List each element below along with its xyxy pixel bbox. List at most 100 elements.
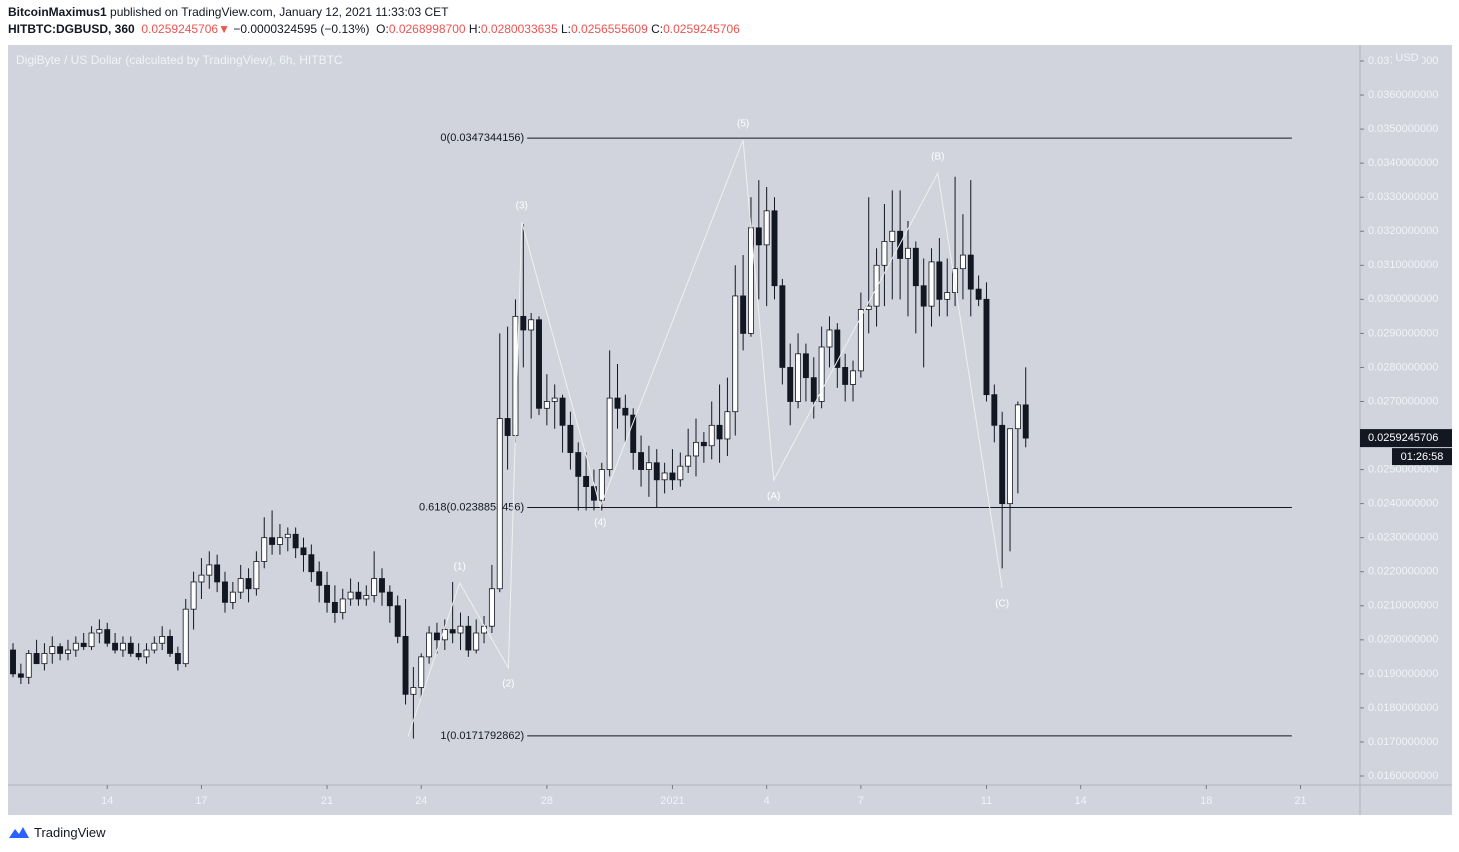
candle-body: [614, 397, 621, 409]
x-tick-label: 14: [101, 795, 113, 807]
candle-body: [959, 254, 966, 270]
y-tick-label: 0.0220000000: [1368, 566, 1438, 578]
candle-body: [119, 642, 126, 651]
candle-body: [449, 629, 456, 634]
candle-body: [88, 632, 95, 648]
x-tick-label: 28: [541, 795, 553, 807]
candle-body: [520, 315, 527, 331]
candle-body: [1014, 404, 1021, 430]
candle-body: [229, 591, 236, 603]
candle-body: [49, 646, 56, 654]
y-tick-label: 0.0320000000: [1368, 225, 1438, 237]
footer: TradingView: [8, 824, 106, 840]
y-tick-label: 0.0230000000: [1368, 532, 1438, 544]
candle-body: [598, 469, 605, 501]
change: −0.0000324595 (−0.13%): [233, 22, 370, 36]
price-tag-label: 0.0259245706: [1368, 432, 1438, 444]
candle-body: [222, 581, 228, 603]
candle-body: [41, 653, 48, 665]
candle-body: [583, 475, 590, 488]
y-tick-label: 0.0280000000: [1368, 361, 1438, 373]
candle-body: [857, 309, 864, 372]
y-tick-label: 0.0250000000: [1368, 463, 1438, 475]
candle-body: [339, 598, 346, 613]
candle-body: [638, 452, 645, 470]
candle-body: [57, 646, 64, 654]
x-tick-label: 24: [415, 795, 427, 807]
countdown: 01:26:58: [1401, 451, 1444, 463]
candle-body: [151, 642, 158, 651]
author: BitcoinMaximus1: [8, 5, 107, 19]
candle-body: [536, 319, 542, 409]
candle-body: [386, 591, 393, 607]
candle-body: [771, 210, 778, 287]
candle-body: [261, 537, 268, 562]
x-tick-label: 11: [981, 795, 992, 807]
brand: TradingView: [34, 824, 106, 840]
y-tick-label: 0.0340000000: [1368, 157, 1438, 169]
candle-body: [881, 241, 888, 266]
candle-body: [952, 268, 959, 293]
x-tick-label: 4: [764, 795, 770, 807]
x-tick-label: 17: [195, 795, 207, 807]
candle-body: [661, 472, 668, 481]
y-tick-label: 0.0330000000: [1368, 191, 1438, 203]
candle-body: [104, 629, 111, 644]
currency-box: [1392, 50, 1422, 66]
candle-body: [889, 230, 896, 242]
candle-body: [80, 642, 87, 648]
x-tick-label: 21: [321, 795, 333, 807]
countdown-box: [1392, 448, 1452, 466]
candle-body: [724, 411, 731, 440]
fib-label: 0(0.0347344156): [440, 132, 524, 144]
candle-body: [167, 636, 173, 654]
x-tick-label: 14: [1075, 795, 1087, 807]
candle-body: [96, 629, 103, 634]
candle-body: [308, 554, 315, 573]
candle-body: [944, 292, 951, 300]
header: BitcoinMaximus1 published on TradingView…: [8, 4, 740, 38]
o-label: O:: [376, 22, 389, 36]
candle-body: [457, 625, 464, 634]
price-tag: [1360, 429, 1452, 448]
candle-body: [763, 210, 770, 246]
candle-body: [174, 653, 181, 665]
wave-label: (4): [594, 518, 606, 529]
candle-body: [363, 595, 370, 600]
candle-body: [606, 397, 613, 470]
candle-body: [496, 418, 503, 590]
c-label: C:: [651, 22, 664, 36]
candle-body: [10, 649, 16, 675]
candle-body: [559, 397, 566, 426]
candle-body: [630, 414, 637, 453]
candle-body: [975, 288, 982, 300]
candle-body: [551, 397, 558, 402]
candle-body: [873, 264, 880, 307]
fib-label: 0.618(0.0238853456): [419, 501, 524, 513]
candle-body: [810, 377, 817, 402]
candle-body: [33, 653, 40, 665]
candle-body: [528, 319, 535, 331]
l-label: L:: [561, 22, 572, 36]
y-tick-label: 0.0240000000: [1368, 498, 1438, 510]
candle-body: [206, 564, 213, 576]
candle-body: [300, 547, 307, 556]
candle-body: [716, 424, 723, 440]
arrow: ▼: [218, 22, 230, 36]
candle-body: [834, 329, 841, 368]
c: 0.0259245706: [663, 22, 740, 36]
candle-body: [418, 656, 425, 688]
candle-body: [936, 261, 943, 300]
candle-body: [25, 653, 32, 678]
candle-body: [402, 636, 409, 695]
candle-body: [708, 424, 715, 447]
x-tick-label: 2021: [660, 795, 684, 807]
candle-body: [779, 285, 786, 368]
candle-body: [284, 533, 291, 539]
l: 0.0256555609: [571, 22, 648, 36]
candle-body: [787, 367, 794, 402]
x-tick-label: 18: [1200, 795, 1212, 807]
wave-label: (1): [454, 562, 466, 573]
candle-body: [112, 642, 119, 651]
